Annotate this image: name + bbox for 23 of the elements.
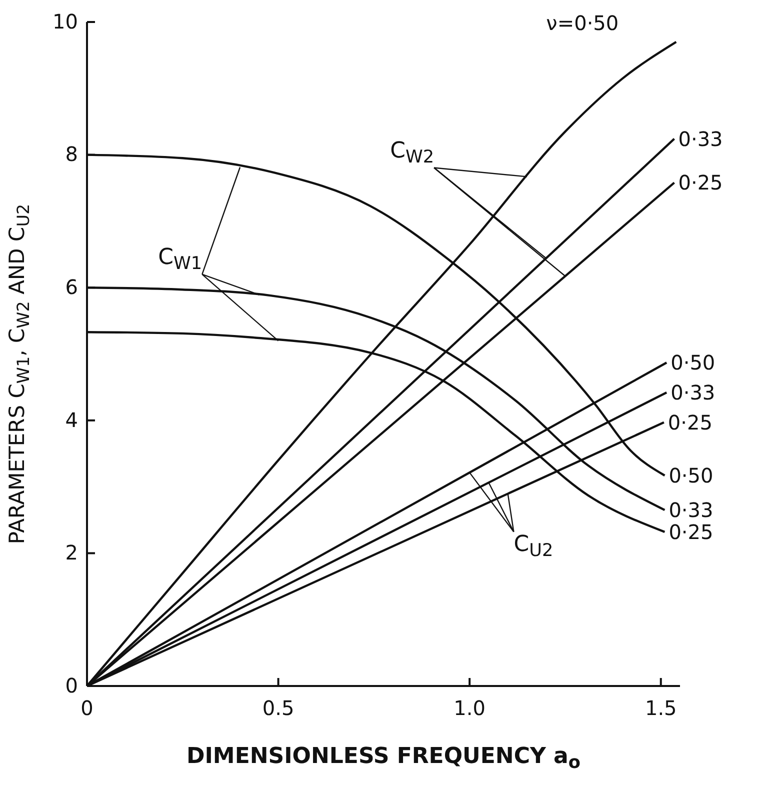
x-tick-label: 0 [80,696,94,720]
annotation: C$_{U2}$ [514,532,554,562]
series-label: 0·33 [678,126,723,151]
x-tick-label: 0.5 [262,696,294,720]
y-tick-label: 8 [65,142,78,166]
series-label: ν=0·50 [546,10,619,35]
y-tick-label: 10 [52,9,78,34]
x-tick-label: 1.5 [644,696,677,720]
y-tick-label: 2 [65,540,78,565]
series-label: 0·33 [670,380,716,405]
series-label: 0·25 [668,520,714,544]
series-label: 0·25 [678,170,723,195]
y-tick-label: 6 [65,275,78,299]
series-label: 0·25 [668,410,712,434]
annotation: C$_{W1}$ [158,244,202,274]
x-tick-label: 1.0 [454,696,486,720]
y-tick-label: 4 [65,408,78,432]
annotation: C$_{W2}$ [390,138,434,168]
series-label: 0·33 [668,498,714,522]
x-axis-title: DIMENSIONLESS FREQUENCY a$_{o}$ [186,744,581,774]
series-label: 0·50 [668,464,714,488]
series-label: 0·50 [670,350,716,375]
y-tick-label: 0 [65,673,78,698]
